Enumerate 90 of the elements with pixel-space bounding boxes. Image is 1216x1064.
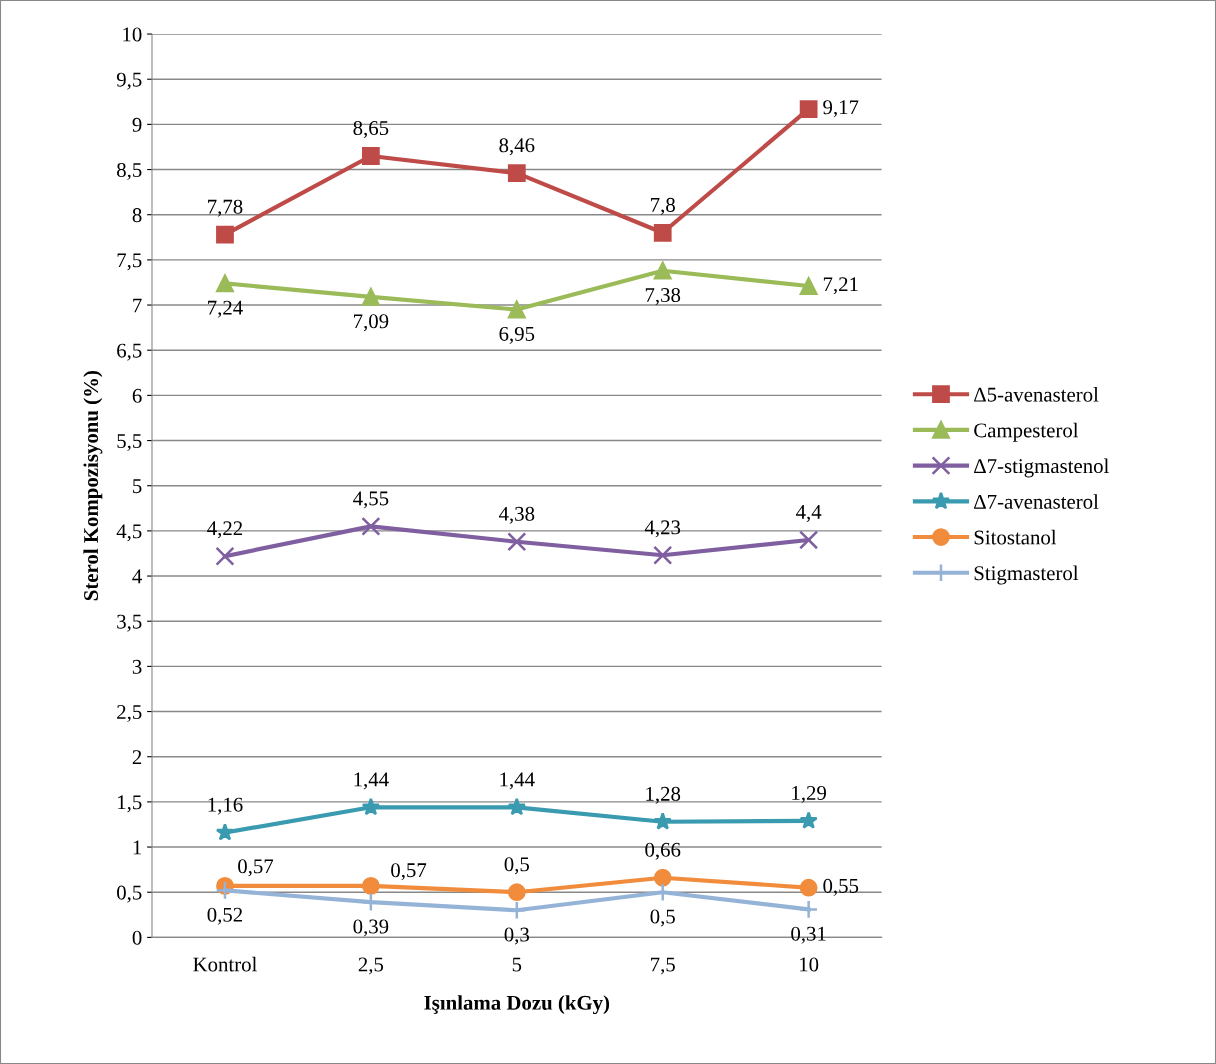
data-label: 1,44 <box>354 772 389 790</box>
x-tick-label: Kontrol <box>193 956 257 972</box>
data-label: 7,38 <box>645 287 681 306</box>
y-tick-label: 4 <box>132 569 142 584</box>
point <box>653 223 672 242</box>
data-label: 4,4 <box>796 505 822 523</box>
y-tick-label: 4,5 <box>116 524 142 542</box>
data-label: 0,55 <box>823 878 859 896</box>
legend-label: Δ7-stigmastenol <box>974 458 1109 478</box>
legend-label: Δ7-avenasterol <box>974 494 1099 509</box>
legend-label: Stigmasterol <box>974 565 1079 585</box>
legend-label: Campesterol <box>974 422 1079 442</box>
point <box>361 877 380 895</box>
x-tick-label: 2,5 <box>358 957 384 975</box>
data-label: 9,17 <box>823 100 859 118</box>
x-tick-label: 7,5 <box>651 957 675 975</box>
y-tick-label: 5 <box>133 479 142 494</box>
y-tick-label: 10 <box>123 27 142 42</box>
y-tick-label: 8 <box>132 208 142 223</box>
x-axis-title: Işınlama Dozu (kGy) <box>424 995 610 1015</box>
point <box>361 147 380 165</box>
data-label: 1,29 <box>792 785 827 803</box>
y-tick-label: 7,5 <box>117 253 142 271</box>
data-label: 6,95 <box>499 326 535 344</box>
point <box>507 164 526 183</box>
x-tick-label: 5 <box>512 957 522 972</box>
point <box>361 516 381 536</box>
point <box>799 878 818 897</box>
y-tick-label: 9 <box>132 117 142 132</box>
y-tick-label: 2 <box>132 750 142 764</box>
point <box>507 797 526 816</box>
data-label: 0,57 <box>391 863 427 881</box>
point <box>653 868 672 887</box>
data-label: 4,38 <box>498 506 535 524</box>
point <box>507 532 527 552</box>
data-label: 8,65 <box>353 121 389 139</box>
point <box>507 300 526 319</box>
point <box>653 882 673 902</box>
data-label: 8,46 <box>499 138 535 156</box>
data-label: 0,39 <box>353 919 389 937</box>
y-tick-label: 3,5 <box>117 614 142 632</box>
data-label: 7,8 <box>651 197 675 215</box>
point <box>799 530 819 550</box>
point <box>215 546 235 566</box>
point <box>507 883 526 902</box>
point <box>215 823 235 841</box>
data-label: 0,57 <box>238 859 274 877</box>
point <box>653 812 672 830</box>
point <box>653 545 673 565</box>
data-label: 4,22 <box>207 521 243 539</box>
legend-label: Δ5-avenasterol <box>974 387 1099 402</box>
data-label: 4,55 <box>353 491 389 509</box>
data-label: 1,28 <box>646 786 681 804</box>
y-tick-label: 0 <box>132 930 142 945</box>
point <box>799 100 818 118</box>
point <box>216 274 234 293</box>
data-label: 7,21 <box>823 277 858 295</box>
y-tick-label: 0,5 <box>117 885 142 903</box>
point <box>799 811 818 829</box>
y-tick-label: 9,5 <box>116 72 142 90</box>
y-tick-label: 1,5 <box>118 795 142 813</box>
data-label: 4,23 <box>644 520 681 538</box>
point <box>799 899 819 919</box>
data-label: 7,09 <box>354 314 389 332</box>
point <box>216 225 234 244</box>
y-tick-label: 6,5 <box>117 343 142 361</box>
point <box>653 261 672 280</box>
data-label: 7,78 <box>208 199 243 217</box>
data-label: 1,16 <box>208 797 243 815</box>
point <box>361 797 381 816</box>
y-tick-label: 5,5 <box>117 434 142 451</box>
x-tick-label: 10 <box>800 957 819 972</box>
y-tick-label: 8,5 <box>117 162 142 180</box>
y-tick-label: 6 <box>132 388 142 403</box>
y-tick-label: 1 <box>133 840 142 855</box>
point <box>799 277 818 295</box>
data-label: 7,24 <box>208 300 243 318</box>
data-label: 1,44 <box>500 772 535 790</box>
data-label: 0,5 <box>504 857 530 875</box>
y-tick-label: 3 <box>132 659 142 674</box>
data-label: 0,5 <box>650 909 675 927</box>
data-label: 0,31 <box>791 926 826 944</box>
data-label: 0,66 <box>645 842 681 860</box>
y-axis-title: Sterol Kompozisyonu (%) <box>83 371 103 601</box>
data-label: 0,52 <box>207 907 243 925</box>
y-tick-label: 2,5 <box>117 704 142 722</box>
data-label: 0,3 <box>504 927 530 945</box>
legend-label: Sitostanol <box>974 529 1057 545</box>
point <box>361 288 380 306</box>
y-tick-label: 7 <box>133 298 142 313</box>
